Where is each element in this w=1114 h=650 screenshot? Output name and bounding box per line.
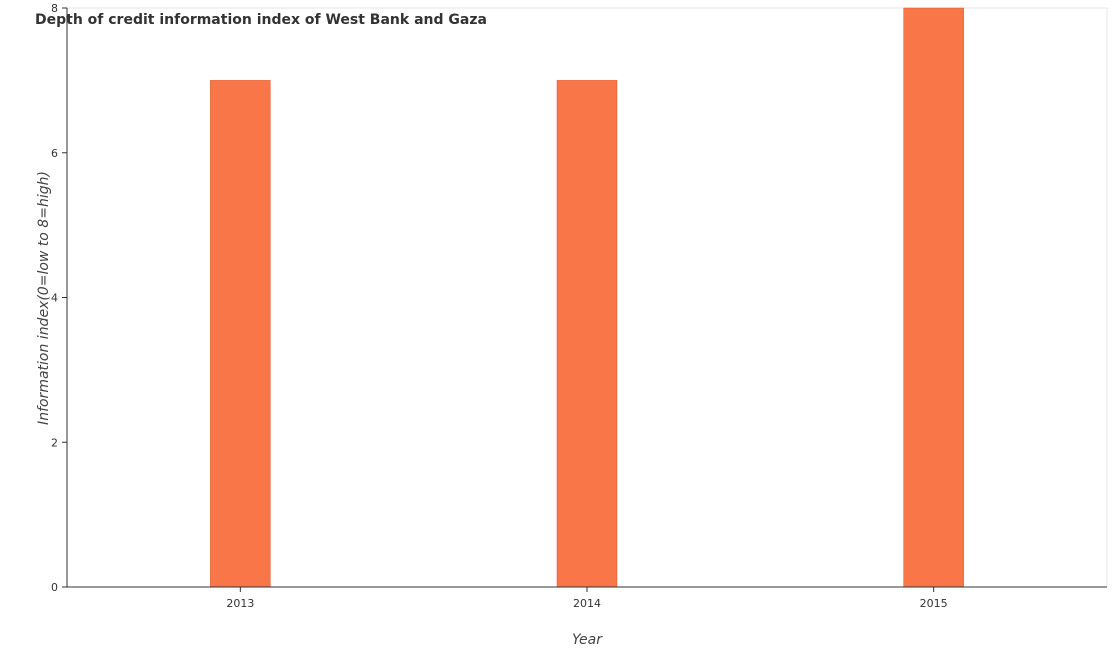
x-tick-label-2013: 2013 (226, 597, 254, 610)
y-tick-label-4: 4 (51, 292, 58, 305)
x-axis-label: Year (572, 632, 603, 648)
y-tick-label-2: 2 (51, 436, 58, 449)
x-axis-ticks: 2013 2014 2015 (226, 587, 948, 610)
y-tick-label-8: 8 (51, 2, 58, 15)
bar-2014 (556, 80, 618, 588)
y-axis-ticks: 0 2 4 6 8 (51, 2, 67, 594)
bar-2015 (903, 7, 964, 588)
bar-2013 (210, 80, 271, 588)
y-axis-label: Information index(0=low to 8=high) (36, 171, 52, 425)
chart-title: Depth of credit information index of Wes… (35, 12, 487, 28)
y-tick-label-0: 0 (51, 581, 58, 594)
x-tick-label-2014: 2014 (573, 597, 601, 610)
y-tick-label-6: 6 (51, 147, 58, 160)
bar-series (210, 7, 964, 588)
x-tick-label-2015: 2015 (920, 597, 948, 610)
